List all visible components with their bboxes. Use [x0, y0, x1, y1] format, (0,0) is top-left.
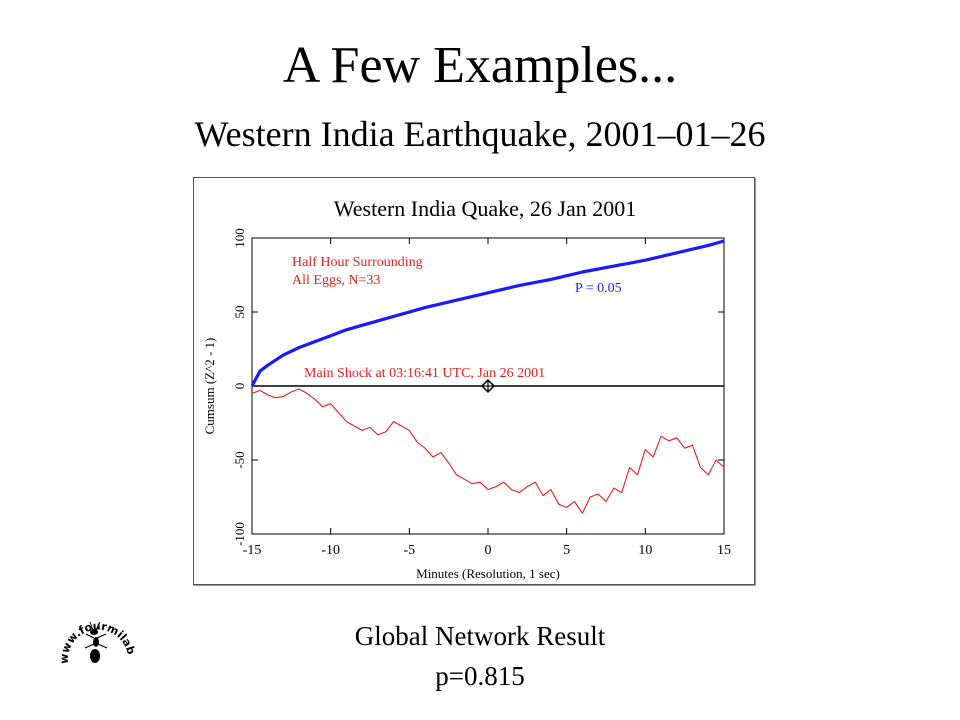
x-tick-label: 5	[563, 543, 570, 558]
main-shock-marker	[480, 378, 496, 394]
y-tick-label: 50	[232, 306, 247, 319]
fourmilab-logo: www.fourmilab.ch	[56, 604, 138, 664]
y-tick-label: 100	[232, 228, 247, 248]
ant-icon	[84, 621, 108, 663]
y-tick-label: -100	[232, 522, 247, 546]
x-tick-label: 15	[717, 543, 731, 558]
x-tick-label: -5	[403, 543, 415, 558]
chart-title: Western India Quake, 26 Jan 2001	[334, 196, 636, 221]
expected-cumsum-line	[250, 239, 725, 387]
y-tick-label: -50	[232, 451, 247, 468]
annotation-p-value: P = 0.05	[575, 281, 622, 296]
x-axis-label: Minutes (Resolution, 1 sec)	[416, 566, 560, 581]
y-tick-label: 0	[232, 383, 247, 390]
chart-figure: Western India Quake, 26 Jan 2001 -15 -10 -…	[193, 177, 755, 585]
y-axis-label: Cumsum (Z^2 - 1)	[202, 338, 217, 435]
x-tick-label: -10	[321, 543, 340, 558]
observed-cumsum-line	[251, 388, 725, 514]
x-tick-label: 10	[638, 543, 652, 558]
annotation-all-eggs: All Eggs, N=33	[292, 273, 380, 288]
footer-result-label: Global Network Result	[354, 621, 606, 651]
x-tick-label: -15	[243, 543, 262, 558]
annotation-half-hour: Half Hour Surrounding	[292, 255, 423, 270]
slide-subtitle: Western India Earthquake, 2001–01–26	[194, 114, 766, 154]
footer-p-value: p=0.815	[435, 661, 525, 691]
cumsum-chart: Western India Quake, 26 Jan 2001 -15 -10 -…	[202, 196, 731, 581]
annotation-main-shock: Main Shock at 03:16:41 UTC, Jan 26 2001	[304, 366, 545, 381]
x-tick-label: 0	[485, 543, 492, 558]
slide-title: A Few Examples...	[282, 37, 678, 94]
